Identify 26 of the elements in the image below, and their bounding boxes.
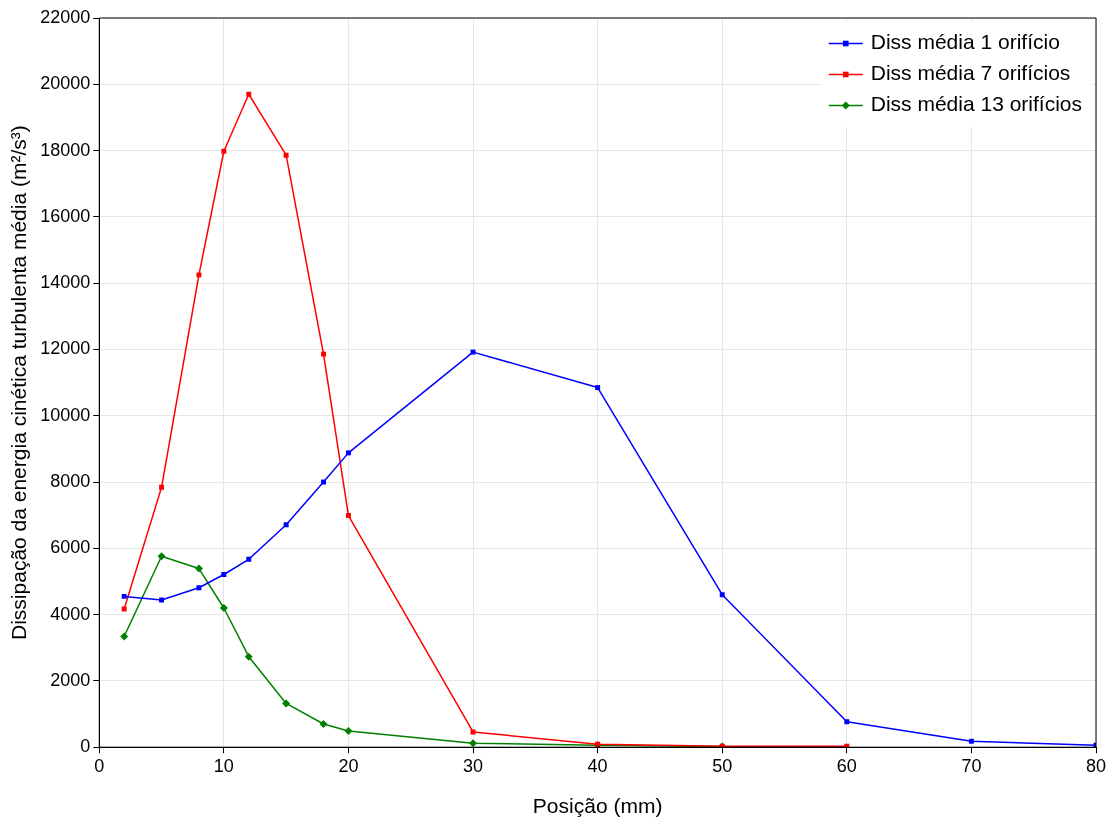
y-tick-label: 8000 [50, 471, 91, 492]
x-tick-label: 70 [961, 755, 982, 776]
legend-label: Diss média 7 orifícios [870, 61, 1071, 85]
y-tick-label: 10000 [40, 404, 91, 425]
x-tick-label: 30 [463, 755, 484, 776]
y-tick-label: 2000 [50, 669, 91, 690]
x-tick-label: 10 [213, 755, 234, 776]
y-tick-label: 18000 [40, 139, 91, 160]
y-tick-label: 6000 [50, 537, 91, 558]
y-tick-label: 20000 [40, 73, 91, 94]
y-tick-label: 22000 [40, 6, 91, 27]
y-tick-label: 16000 [40, 205, 91, 226]
y-axis-title: Dissipação da energia cinética turbulenta média (m²/s³) [7, 125, 31, 640]
y-tick-label: 12000 [40, 338, 91, 359]
y-tick-label: 14000 [40, 272, 91, 293]
legend-label: Diss média 1 orifício [870, 30, 1060, 54]
x-axis-title: Posição (mm) [532, 794, 663, 818]
x-tick-label: 20 [338, 755, 359, 776]
x-tick-label: 0 [94, 755, 105, 776]
x-tick-label: 80 [1085, 755, 1107, 776]
y-tick-label: 4000 [50, 603, 91, 624]
x-tick-label: 40 [587, 755, 608, 776]
x-tick-label: 50 [712, 755, 733, 776]
x-tick-label: 60 [836, 755, 857, 776]
legend-label: Diss média 13 orifícios [870, 92, 1083, 116]
y-tick-label: 0 [80, 736, 91, 757]
